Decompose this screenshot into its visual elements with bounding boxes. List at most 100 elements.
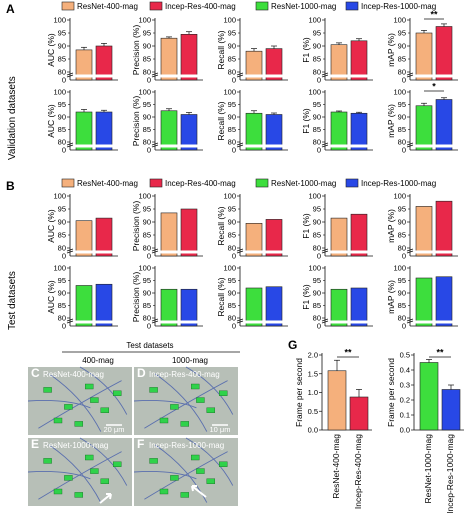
y-tick-label: 90	[313, 289, 321, 298]
x-tick-label: Incep-Res-400-mag	[353, 434, 363, 509]
chart-row3-4: 80 90 100 85 95 0 mAP (%)	[386, 264, 458, 331]
y-axis-label: Frame per second	[386, 358, 396, 427]
y-tick-label: 0	[147, 76, 151, 85]
axis-break	[321, 72, 329, 76]
axis-break	[66, 318, 74, 322]
y-tick-label: 90	[313, 42, 321, 51]
significance-label: **	[344, 348, 352, 358]
chart-row0-0: 80 90 100 85 95 0 AUC (%)	[46, 16, 118, 85]
tile-letter: D	[137, 366, 146, 380]
panel-letter-a: A	[6, 2, 15, 16]
y-tick-label: 0	[147, 146, 151, 155]
bar-break-band	[245, 144, 263, 148]
y-axis-label: Recall (%)	[216, 101, 226, 140]
axis-break	[406, 250, 414, 254]
bar-break-band	[245, 320, 263, 324]
bar-break-band	[265, 74, 283, 78]
bar-Incep-Res-1000-mag	[95, 111, 113, 151]
y-tick-label: 80	[143, 68, 151, 77]
significance-label: *	[432, 82, 436, 92]
y-tick-label: 80	[313, 138, 321, 147]
panel-letter-g: G	[288, 338, 297, 352]
axis-break	[406, 72, 414, 76]
y-tick-label: 80	[313, 244, 321, 253]
y-axis-label: F1 (%)	[301, 37, 311, 63]
axis-break	[406, 248, 414, 252]
arrow-icon	[99, 493, 112, 504]
y-tick-label: 95	[398, 205, 406, 214]
chart-row3-3: 80 90 100 85 95 0 F1 (%)	[301, 264, 373, 331]
detection-box-5	[113, 390, 122, 396]
y-tick-label: 85	[313, 231, 321, 240]
y-tick-label: 80	[58, 68, 66, 77]
legend-label-3: Incep-Res-1000-mag	[361, 179, 436, 188]
scale-label: 20 μm	[104, 425, 125, 434]
y-tick-label: 85	[313, 55, 321, 64]
axis-break	[321, 250, 329, 254]
detection-box-6	[180, 492, 190, 498]
neurite-0	[38, 380, 122, 429]
legend-label-3: Incep-Res-1000-mag	[361, 2, 436, 11]
col-400-label: 400-mag	[82, 356, 114, 365]
y-tick-label: 0	[232, 252, 236, 261]
x-tick-label: Incep-Res-1000-mag	[445, 434, 455, 513]
axis-break	[236, 320, 244, 324]
y-tick-label: 95	[398, 276, 406, 285]
y-tick-label: 95	[228, 100, 236, 109]
y-tick-label: 95	[398, 100, 406, 109]
test-section-label: Test datasets	[7, 271, 18, 330]
bar-ResNet-400-mag	[327, 370, 347, 431]
significance-label: **	[430, 10, 438, 20]
bar-break-band	[330, 74, 348, 78]
bar-Incep-Res-1000-mag	[435, 276, 453, 327]
detection-box-6	[74, 421, 84, 427]
y-axis-label: Precision (%)	[131, 25, 141, 76]
y-tick-label: 90	[398, 218, 406, 227]
y-axis-label: mAP (%)	[386, 280, 396, 314]
significance-label: **	[436, 348, 444, 358]
y-tick-label: 80	[228, 138, 236, 147]
y-tick-label: 90	[143, 113, 151, 122]
neurite-3	[27, 471, 91, 480]
bar-break-band	[75, 250, 93, 254]
y-tick-label: 100	[308, 264, 321, 273]
y-tick-label: 95	[313, 100, 321, 109]
axis-break	[406, 144, 414, 148]
axis-break	[66, 144, 74, 148]
detection-box-1	[170, 475, 179, 481]
legend-swatch-1	[149, 178, 163, 188]
detection-box-4	[53, 417, 63, 424]
axis-break	[236, 250, 244, 254]
axis-break	[321, 318, 329, 322]
y-tick-label: 95	[58, 100, 66, 109]
neurite-1	[154, 444, 208, 503]
y-tick-label: 0	[62, 252, 66, 261]
tile-label: Incep-Res-400-mag	[149, 370, 220, 379]
y-tick-label: 100	[308, 192, 321, 201]
bar-Incep-Res-400-mag	[350, 40, 368, 81]
chart-row2-3: 80 90 100 85 95 0 F1 (%)	[301, 192, 373, 261]
y-tick-label: 80	[143, 244, 151, 253]
neurite-1	[154, 373, 208, 432]
y-tick-label: 85	[58, 231, 66, 240]
y-axis-label: Frame per second	[294, 358, 304, 427]
y-tick-label: 95	[143, 276, 151, 285]
tile-label: ResNet-400-mag	[43, 370, 104, 379]
y-axis-label: mAP (%)	[386, 33, 396, 67]
axis-break	[151, 144, 159, 148]
y-axis-label: AUC (%)	[46, 104, 56, 138]
legend-label-2: ResNet-1000-mag	[271, 179, 336, 188]
y-tick-label: 100	[223, 88, 236, 97]
bar-break-band	[350, 320, 368, 324]
bar-ResNet-400-mag	[75, 220, 93, 257]
x-tick-label: ResNet-1000-mag	[423, 434, 433, 504]
legend-swatch-1	[149, 1, 163, 11]
chart-row3-0: 80 90 100 85 95 0 AUC (%)	[46, 264, 118, 331]
axis-break	[236, 142, 244, 146]
neurite-1	[48, 444, 102, 503]
chart-row0-2: 80 90 100 85 95 0 Recall (%)	[216, 16, 288, 85]
bar-Incep-Res-1000-mag	[435, 99, 453, 151]
y-tick-label: 100	[393, 16, 406, 25]
bar-ResNet-400-mag	[415, 206, 433, 257]
axis-break	[151, 142, 159, 146]
